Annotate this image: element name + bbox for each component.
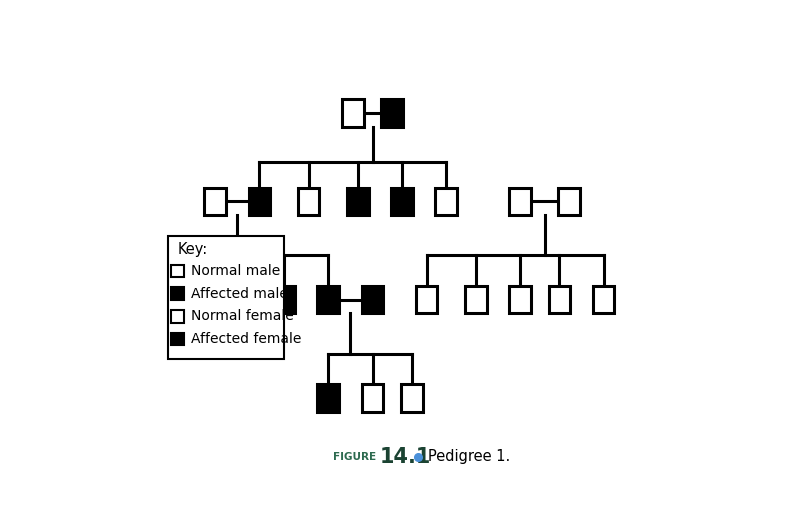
- Text: FIGURE: FIGURE: [333, 452, 376, 462]
- Bar: [401, 384, 422, 412]
- Bar: [593, 286, 615, 313]
- Text: Affected male: Affected male: [191, 287, 288, 301]
- Bar: [171, 264, 183, 278]
- Bar: [362, 384, 384, 412]
- Bar: [549, 286, 570, 313]
- Bar: [465, 286, 487, 313]
- Bar: [509, 286, 531, 313]
- Bar: [249, 188, 270, 215]
- Text: 14.1: 14.1: [380, 447, 431, 467]
- Bar: [318, 384, 339, 412]
- Bar: [273, 286, 295, 313]
- Bar: [229, 286, 251, 313]
- Bar: [185, 286, 206, 313]
- Bar: [416, 286, 437, 313]
- Bar: [171, 287, 183, 300]
- Text: Key:: Key:: [177, 242, 207, 257]
- Bar: [435, 188, 457, 215]
- Text: Normal male: Normal male: [191, 264, 280, 278]
- Bar: [362, 286, 384, 313]
- Bar: [509, 188, 531, 215]
- Bar: [381, 99, 403, 127]
- Bar: [391, 188, 413, 215]
- Bar: [318, 286, 339, 313]
- Bar: [171, 310, 183, 323]
- Text: Pedigree 1.: Pedigree 1.: [428, 449, 510, 464]
- Text: Normal female: Normal female: [191, 310, 294, 323]
- Bar: [347, 188, 368, 215]
- Bar: [171, 332, 183, 346]
- Text: Affected female: Affected female: [191, 332, 302, 346]
- Bar: [558, 188, 580, 215]
- Bar: [298, 188, 319, 215]
- Bar: [342, 99, 364, 127]
- Bar: [168, 236, 284, 359]
- Bar: [204, 188, 226, 215]
